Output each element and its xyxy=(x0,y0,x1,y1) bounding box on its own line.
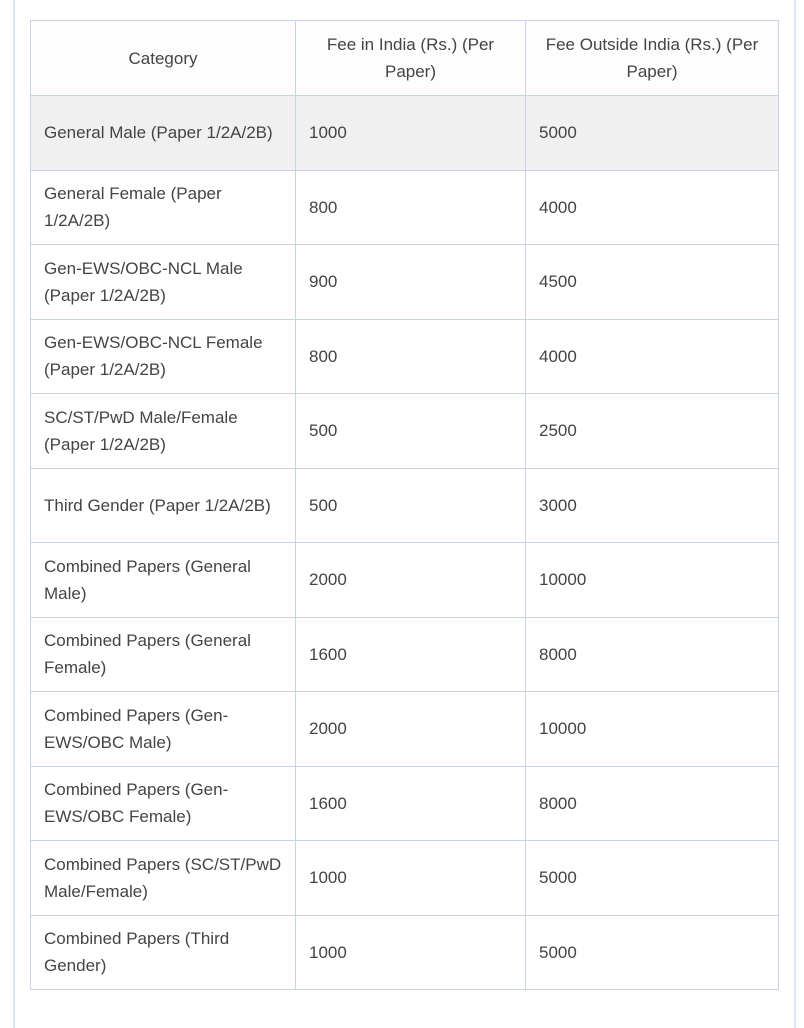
fee-india-cell: 2000 xyxy=(295,691,526,767)
fee-india-cell: 1000 xyxy=(295,95,526,171)
table-row: Combined Papers (Gen-EWS/OBC Female) 1600… xyxy=(30,765,779,841)
fee-outside-india-cell: 3000 xyxy=(525,467,779,543)
fee-outside-india-cell: 4000 xyxy=(525,169,779,245)
table-row: Combined Papers (General Female) 1600 8000 xyxy=(30,616,779,692)
category-cell: Combined Papers (Gen-EWS/OBC Female) xyxy=(30,765,296,841)
fee-india-cell: 800 xyxy=(295,169,526,245)
table-row: SC/ST/PwD Male/Female (Paper 1/2A/2B) 500… xyxy=(30,393,779,469)
category-cell: Combined Papers (General Female) xyxy=(30,616,296,692)
category-cell: Combined Papers (SC/ST/PwD Male/Female) xyxy=(30,840,296,916)
fee-india-cell: 2000 xyxy=(295,542,526,618)
fee-outside-india-cell: 5000 xyxy=(525,914,779,990)
header-fee-outside-india: Fee Outside India (Rs.) (Per Paper) xyxy=(525,20,779,96)
table-row: Combined Papers (SC/ST/PwD Male/Female) 1… xyxy=(30,840,779,916)
content-frame xyxy=(13,0,796,1028)
header-fee-india: Fee in India (Rs.) (Per Paper) xyxy=(295,20,526,96)
fee-outside-india-cell: 8000 xyxy=(525,616,779,692)
table-row: Gen-EWS/OBC-NCL Female (Paper 1/2A/2B) 80… xyxy=(30,318,779,394)
fee-india-cell: 1600 xyxy=(295,616,526,692)
category-cell: Combined Papers (Third Gender) xyxy=(30,914,296,990)
category-cell: Gen-EWS/OBC-NCL Female (Paper 1/2A/2B) xyxy=(30,318,296,394)
fee-india-cell: 800 xyxy=(295,318,526,394)
category-cell: SC/ST/PwD Male/Female (Paper 1/2A/2B) xyxy=(30,393,296,469)
table-row: Combined Papers (Third Gender) 1000 5000 xyxy=(30,914,779,990)
fee-outside-india-cell: 8000 xyxy=(525,765,779,841)
table-row: Third Gender (Paper 1/2A/2B) 500 3000 xyxy=(30,467,779,543)
table-row: Combined Papers (Gen-EWS/OBC Male) 2000 10… xyxy=(30,691,779,767)
fee-table: Category Fee in India (Rs.) (Per Paper) … xyxy=(30,20,779,990)
table-row: Gen-EWS/OBC-NCL Male (Paper 1/2A/2B) 900 4… xyxy=(30,244,779,320)
fee-outside-india-cell: 5000 xyxy=(525,95,779,171)
fee-outside-india-cell: 10000 xyxy=(525,691,779,767)
table-row: General Male (Paper 1/2A/2B) 1000 5000 xyxy=(30,95,779,171)
category-cell: Combined Papers (General Male) xyxy=(30,542,296,618)
fee-india-cell: 500 xyxy=(295,467,526,543)
fee-india-cell: 1000 xyxy=(295,840,526,916)
fee-outside-india-cell: 2500 xyxy=(525,393,779,469)
category-cell: General Female (Paper 1/2A/2B) xyxy=(30,169,296,245)
table-row: General Female (Paper 1/2A/2B) 800 4000 xyxy=(30,169,779,245)
fee-outside-india-cell: 5000 xyxy=(525,840,779,916)
category-cell: Gen-EWS/OBC-NCL Male (Paper 1/2A/2B) xyxy=(30,244,296,320)
fee-outside-india-cell: 4500 xyxy=(525,244,779,320)
header-row: Category Fee in India (Rs.) (Per Paper) … xyxy=(30,20,779,96)
header-category: Category xyxy=(30,20,296,96)
fee-india-cell: 1600 xyxy=(295,765,526,841)
category-cell: Combined Papers (Gen-EWS/OBC Male) xyxy=(30,691,296,767)
category-cell: Third Gender (Paper 1/2A/2B) xyxy=(30,467,296,543)
fee-outside-india-cell: 10000 xyxy=(525,542,779,618)
category-cell: General Male (Paper 1/2A/2B) xyxy=(30,95,296,171)
fee-india-cell: 500 xyxy=(295,393,526,469)
fee-india-cell: 1000 xyxy=(295,914,526,990)
fee-outside-india-cell: 4000 xyxy=(525,318,779,394)
fee-india-cell: 900 xyxy=(295,244,526,320)
table-row: Combined Papers (General Male) 2000 10000 xyxy=(30,542,779,618)
